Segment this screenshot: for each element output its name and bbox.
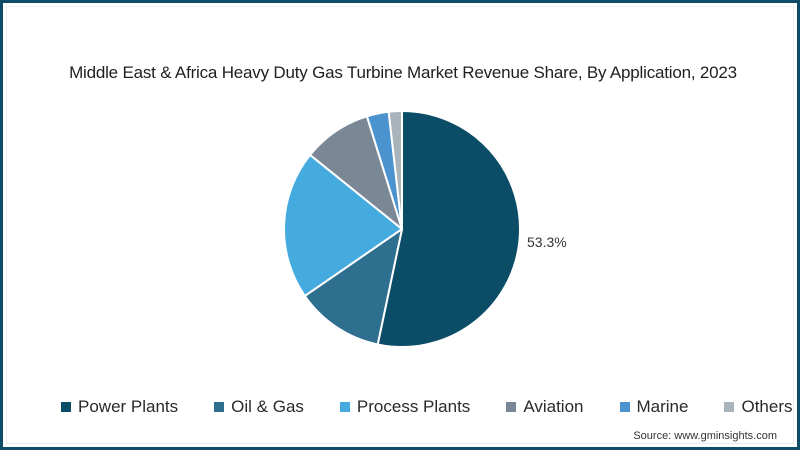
legend-item-oil-gas: Oil & Gas (214, 397, 304, 417)
chart-title: Middle East & Africa Heavy Duty Gas Turb… (69, 63, 737, 82)
legend-item-aviation: Aviation (506, 397, 584, 417)
source-note: Source: www.gminsights.com (633, 430, 777, 442)
legend-label: Process Plants (356, 397, 471, 416)
legend-swatch (619, 402, 630, 412)
legend-item-process-plants: Process Plants (339, 397, 471, 417)
legend-label: Oil & Gas (231, 397, 304, 416)
legend-item-marine: Marine (619, 397, 689, 417)
legend-item-power-plants: Power Plants (61, 397, 178, 417)
pie-slice-process-plants (282, 153, 403, 297)
legend-item-others: Others (724, 397, 793, 417)
legend-label: Marine (636, 397, 689, 416)
legend-swatch (339, 402, 350, 412)
pie-slice-power-plants (376, 110, 521, 348)
legend-swatch (506, 402, 517, 412)
legend-swatch (214, 402, 225, 412)
legend-label: Others (741, 397, 793, 416)
pie-chart (282, 109, 521, 348)
pie-slice-oil-gas (303, 228, 403, 346)
legend-swatch (724, 402, 735, 412)
legend-swatch (61, 402, 71, 412)
legend-label: Power Plants (78, 397, 179, 416)
pie-slice-others (387, 109, 403, 230)
legend-label: Aviation (523, 397, 584, 416)
power-plants-data-label: 53.3% (527, 234, 567, 250)
legend: Power Plants Oil & Gas Process Plants Av… (61, 397, 793, 417)
